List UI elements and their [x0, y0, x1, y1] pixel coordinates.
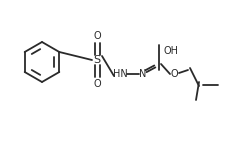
- Text: O: O: [170, 69, 178, 79]
- Text: HN: HN: [113, 69, 127, 79]
- Text: O: O: [93, 79, 101, 89]
- Text: O: O: [93, 31, 101, 41]
- Text: S: S: [94, 55, 101, 65]
- Text: OH: OH: [164, 46, 179, 56]
- Text: N: N: [139, 69, 147, 79]
